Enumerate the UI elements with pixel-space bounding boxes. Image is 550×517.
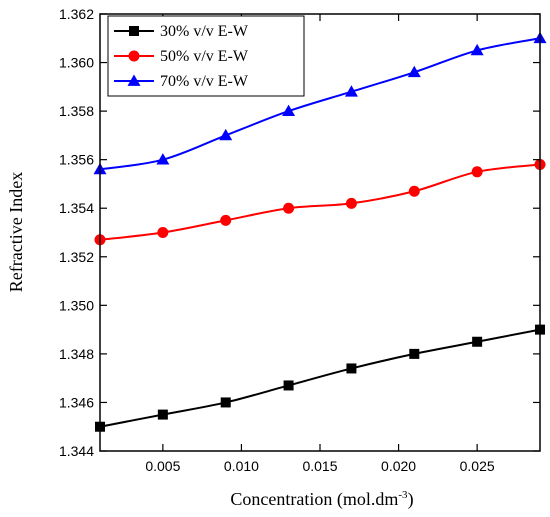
x-tick-label: 0.010: [224, 458, 259, 474]
y-tick-label: 1.362: [59, 6, 94, 22]
y-tick-label: 1.344: [59, 443, 94, 459]
series-layer: [93, 31, 547, 432]
data-point-series-2: [157, 227, 169, 238]
legend-marker: [127, 74, 141, 86]
series-line-1: [99, 328, 541, 428]
data-point-series-2: [408, 185, 420, 197]
data-point-series-3: [407, 65, 421, 78]
y-tick-label: 1.346: [59, 394, 94, 410]
data-point-series-3: [344, 85, 358, 97]
legend-marker: [129, 26, 139, 36]
x-axis-title-superscript: -3: [398, 489, 408, 501]
ticks-layer: 1.344 1.346 1.348 1.350 1.352 1.354 1.356 1.358…: [59, 6, 540, 474]
series-line-2: [99, 163, 541, 241]
data-point-series-2: [220, 214, 232, 226]
y-tick-label: 1.358: [59, 103, 94, 119]
y-tick-label: 1.360: [59, 55, 94, 71]
data-point-series-2: [471, 166, 483, 178]
x-tick-label: 0.020: [381, 458, 416, 474]
y-axis-title: Refractive Index: [6, 172, 26, 292]
x-axis-title-main: Concentration (mol.dm: [230, 489, 398, 510]
data-point-series-1: [157, 409, 168, 420]
y-tick-label: 1.354: [59, 200, 94, 216]
y-tick-label: 1.348: [59, 346, 94, 362]
x-tick-label: 0.005: [145, 458, 180, 474]
data-point-series-2: [345, 197, 357, 209]
y-tick-label: 1.350: [59, 297, 94, 313]
x-axis-title: Concentration (mol.dm-3): [230, 489, 413, 510]
x-tick-label: 0.025: [460, 458, 495, 474]
y-tick-label: 1.356: [59, 152, 94, 168]
data-point-series-3: [282, 104, 296, 116]
legend-marker: [128, 50, 140, 62]
data-point-series-3: [219, 128, 233, 141]
data-point-series-3: [470, 43, 484, 56]
y-tick-label: 1.352: [59, 249, 94, 265]
data-point-series-1: [346, 363, 357, 374]
data-point-series-1: [409, 348, 420, 359]
data-point-series-1: [472, 336, 483, 347]
data-point-series-3: [156, 153, 170, 165]
legend-label: 70% v/v E-W: [160, 73, 249, 90]
series-line-3: [99, 37, 541, 171]
data-point-series-2: [283, 202, 295, 214]
data-point-series-1: [283, 380, 294, 391]
legend-label: 50% v/v E-W: [160, 48, 249, 65]
data-point-series-1: [220, 397, 231, 408]
x-tick-label: 0.015: [302, 458, 337, 474]
legend: 30% v/v E-W 50% v/v E-W 70% v/v E-W: [107, 15, 305, 97]
x-axis-title-close: ): [408, 489, 414, 510]
legend-label: 30% v/v E-W: [160, 23, 249, 40]
